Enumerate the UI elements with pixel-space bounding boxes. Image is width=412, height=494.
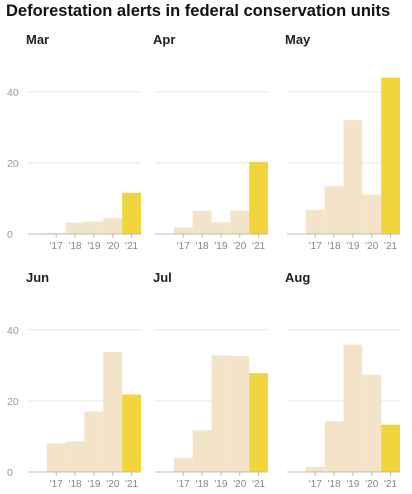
x-tick-label: '18 xyxy=(196,241,209,252)
y-tick-label: 40 xyxy=(7,87,19,99)
panel-title-aug: Aug xyxy=(285,270,310,285)
y-tick-label: 40 xyxy=(7,325,19,337)
x-tick-label: '17 xyxy=(177,479,190,490)
bar-jul-18 xyxy=(192,430,212,472)
x-tick-label: '21 xyxy=(384,479,397,490)
bar-aug-19 xyxy=(343,344,363,472)
x-tick-label: '20 xyxy=(106,479,119,490)
y-tick-label: 0 xyxy=(7,229,13,241)
bar-mar-20 xyxy=(103,218,123,234)
y-tick-label: 20 xyxy=(7,396,19,408)
bar-jun-20 xyxy=(103,351,123,472)
x-tick-label: '19 xyxy=(87,241,100,252)
bar-aug-18 xyxy=(324,421,344,472)
x-tick-label: '17 xyxy=(309,241,322,252)
bar-may-18 xyxy=(324,186,344,234)
bar-may-19 xyxy=(343,120,363,234)
bar-jun-19 xyxy=(84,411,104,472)
x-tick-label: '17 xyxy=(50,479,63,490)
panel-title-mar: Mar xyxy=(26,32,49,47)
bar-aug-21 xyxy=(381,424,400,472)
panel-title-may: May xyxy=(285,32,311,47)
bar-jun-17 xyxy=(46,443,66,472)
y-tick-label: 20 xyxy=(7,158,19,170)
x-tick-label: '20 xyxy=(365,241,378,252)
bar-mar-21 xyxy=(122,192,141,234)
x-tick-label: '21 xyxy=(125,479,138,490)
bar-apr-19 xyxy=(211,222,231,234)
bar-may-21 xyxy=(381,77,400,234)
x-tick-label: '21 xyxy=(384,241,397,252)
bar-may-20 xyxy=(362,194,382,234)
bar-apr-17 xyxy=(173,227,193,234)
x-tick-label: '18 xyxy=(328,241,341,252)
x-tick-label: '21 xyxy=(252,241,265,252)
x-tick-label: '18 xyxy=(328,479,341,490)
x-tick-label: '20 xyxy=(106,241,119,252)
bar-apr-18 xyxy=(192,210,212,234)
bar-jul-19 xyxy=(211,355,231,472)
x-tick-label: '17 xyxy=(177,241,190,252)
chart-title: Deforestation alerts in federal conserva… xyxy=(6,2,390,20)
x-tick-label: '18 xyxy=(69,479,82,490)
x-tick-label: '20 xyxy=(233,241,246,252)
x-tick-label: '17 xyxy=(50,241,63,252)
x-tick-label: '17 xyxy=(309,479,322,490)
x-tick-label: '20 xyxy=(365,479,378,490)
x-tick-label: '20 xyxy=(233,479,246,490)
bar-jul-21 xyxy=(249,373,268,472)
x-tick-label: '19 xyxy=(87,479,100,490)
bar-apr-21 xyxy=(249,161,268,234)
bar-mar-18 xyxy=(65,222,85,234)
bar-jun-21 xyxy=(122,394,141,472)
panel-title-apr: Apr xyxy=(153,32,175,47)
bar-jul-20 xyxy=(230,356,250,472)
x-tick-label: '18 xyxy=(69,241,82,252)
bar-jul-17 xyxy=(173,457,193,472)
bar-mar-17 xyxy=(46,232,66,234)
x-tick-label: '19 xyxy=(214,241,227,252)
bar-mar-19 xyxy=(84,221,104,234)
x-tick-label: '21 xyxy=(252,479,265,490)
x-tick-label: '19 xyxy=(346,479,359,490)
x-tick-label: '19 xyxy=(346,241,359,252)
x-tick-label: '19 xyxy=(214,479,227,490)
bar-jun-18 xyxy=(65,441,85,472)
y-tick-label: 0 xyxy=(7,467,13,479)
x-tick-label: '18 xyxy=(196,479,209,490)
bar-aug-17 xyxy=(305,467,325,472)
bar-apr-20 xyxy=(230,210,250,234)
x-tick-label: '21 xyxy=(125,241,138,252)
panel-title-jun: Jun xyxy=(26,270,49,285)
bar-may-17 xyxy=(305,209,325,234)
panel-title-jul: Jul xyxy=(153,270,172,285)
bar-aug-20 xyxy=(362,374,382,472)
